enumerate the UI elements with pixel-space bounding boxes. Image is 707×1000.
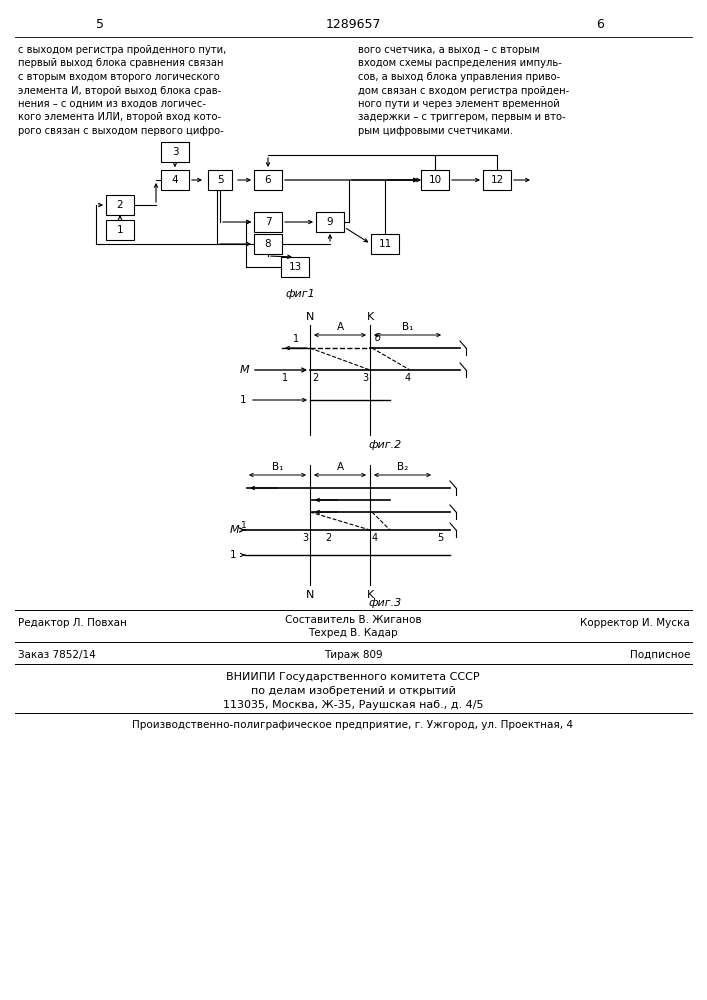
Text: ного пути и через элемент временной: ного пути и через элемент временной [358, 99, 560, 109]
Text: б: б [375, 333, 381, 343]
Bar [483, 170, 511, 190]
Text: 10: 10 [428, 175, 442, 185]
Bar [421, 170, 449, 190]
Text: Тираж 809: Тираж 809 [324, 650, 382, 660]
Text: 5: 5 [96, 18, 104, 31]
Text: 6: 6 [264, 175, 271, 185]
Text: 7: 7 [264, 217, 271, 227]
Text: Техред В. Кадар: Техред В. Кадар [308, 628, 398, 638]
Text: 5: 5 [216, 175, 223, 185]
Text: N: N [306, 312, 314, 322]
Text: Корректор И. Муска: Корректор И. Муска [580, 618, 690, 628]
Bar [161, 142, 189, 162]
Text: 3: 3 [362, 373, 368, 383]
Bar [254, 170, 282, 190]
Text: 4: 4 [405, 373, 411, 383]
Text: 2: 2 [312, 373, 318, 383]
Bar [254, 234, 282, 254]
Text: Заказ 7852/14: Заказ 7852/14 [18, 650, 95, 660]
Text: 1: 1 [117, 225, 123, 235]
Text: фиг1: фиг1 [285, 289, 315, 299]
Text: 11: 11 [378, 239, 392, 249]
Text: вого счетчика, а выход – с вторым: вого счетчика, а выход – с вторым [358, 45, 539, 55]
Bar [106, 195, 134, 215]
Text: A: A [337, 462, 344, 472]
Text: Производственно-полиграфическое предприятие, г. Ужгород, ул. Проектная, 4: Производственно-полиграфическое предприя… [132, 720, 573, 730]
Bar [254, 212, 282, 232]
Text: M: M [230, 525, 240, 535]
Bar [161, 170, 189, 190]
Text: 3: 3 [172, 147, 178, 157]
Text: 4: 4 [372, 533, 378, 543]
Text: 3: 3 [302, 533, 308, 543]
Text: Составитель В. Жиганов: Составитель В. Жиганов [285, 615, 421, 625]
Text: 8: 8 [264, 239, 271, 249]
Text: по делам изобретений и открытий: по делам изобретений и открытий [250, 686, 455, 696]
Text: 1: 1 [240, 395, 247, 405]
Text: Редактор Л. Повхан: Редактор Л. Повхан [18, 618, 127, 628]
Text: ВНИИПИ Государственного комитета СССР: ВНИИПИ Государственного комитета СССР [226, 672, 480, 682]
Text: 5: 5 [437, 533, 443, 543]
Text: первый выход блока сравнения связан: первый выход блока сравнения связан [18, 58, 223, 68]
Bar [281, 257, 309, 277]
Text: 113035, Москва, Ж-35, Раушская наб., д. 4/5: 113035, Москва, Ж-35, Раушская наб., д. … [223, 700, 484, 710]
Text: входом схемы распределения импуль-: входом схемы распределения импуль- [358, 58, 562, 68]
Text: 6: 6 [596, 18, 604, 31]
Text: с выходом регистра пройденного пути,: с выходом регистра пройденного пути, [18, 45, 226, 55]
Text: нения – с одним из входов логичес-: нения – с одним из входов логичес- [18, 99, 206, 109]
Text: K: K [366, 312, 373, 322]
Text: 2: 2 [325, 533, 331, 543]
Bar [208, 170, 232, 190]
Text: 1: 1 [241, 520, 247, 530]
Text: A: A [337, 322, 344, 332]
Text: сов, а выход блока управления приво-: сов, а выход блока управления приво- [358, 72, 560, 82]
Text: 1: 1 [230, 550, 237, 560]
Text: M: M [240, 365, 250, 375]
Text: 4: 4 [172, 175, 178, 185]
Text: K: K [366, 590, 373, 600]
Text: B₂: B₂ [397, 462, 408, 472]
Text: рым цифровыми счетчиками.: рым цифровыми счетчиками. [358, 126, 513, 136]
Bar [371, 234, 399, 254]
Text: 1289657: 1289657 [325, 18, 381, 31]
Text: Подписное: Подписное [630, 650, 690, 660]
Text: B₁: B₁ [402, 322, 413, 332]
Text: рого связан с выходом первого цифро-: рого связан с выходом первого цифро- [18, 126, 223, 136]
Text: 2: 2 [117, 200, 123, 210]
Text: фиг.2: фиг.2 [368, 440, 402, 450]
Text: задержки – с триггером, первым и вто-: задержки – с триггером, первым и вто- [358, 112, 566, 122]
Text: элемента И, второй выход блока срав-: элемента И, второй выход блока срав- [18, 86, 221, 96]
Text: 1: 1 [293, 334, 299, 344]
Text: 13: 13 [288, 262, 302, 272]
Text: N: N [306, 590, 314, 600]
Bar [316, 212, 344, 232]
Text: дом связан с входом регистра пройден-: дом связан с входом регистра пройден- [358, 86, 569, 96]
Text: 12: 12 [491, 175, 503, 185]
Text: 9: 9 [327, 217, 333, 227]
Text: с вторым входом второго логического: с вторым входом второго логического [18, 72, 220, 82]
Text: кого элемента ИЛИ, второй вход кото-: кого элемента ИЛИ, второй вход кото- [18, 112, 221, 122]
Text: фиг.3: фиг.3 [368, 598, 402, 608]
Text: 1: 1 [282, 373, 288, 383]
Text: B₁: B₁ [271, 462, 284, 472]
Bar [106, 220, 134, 240]
